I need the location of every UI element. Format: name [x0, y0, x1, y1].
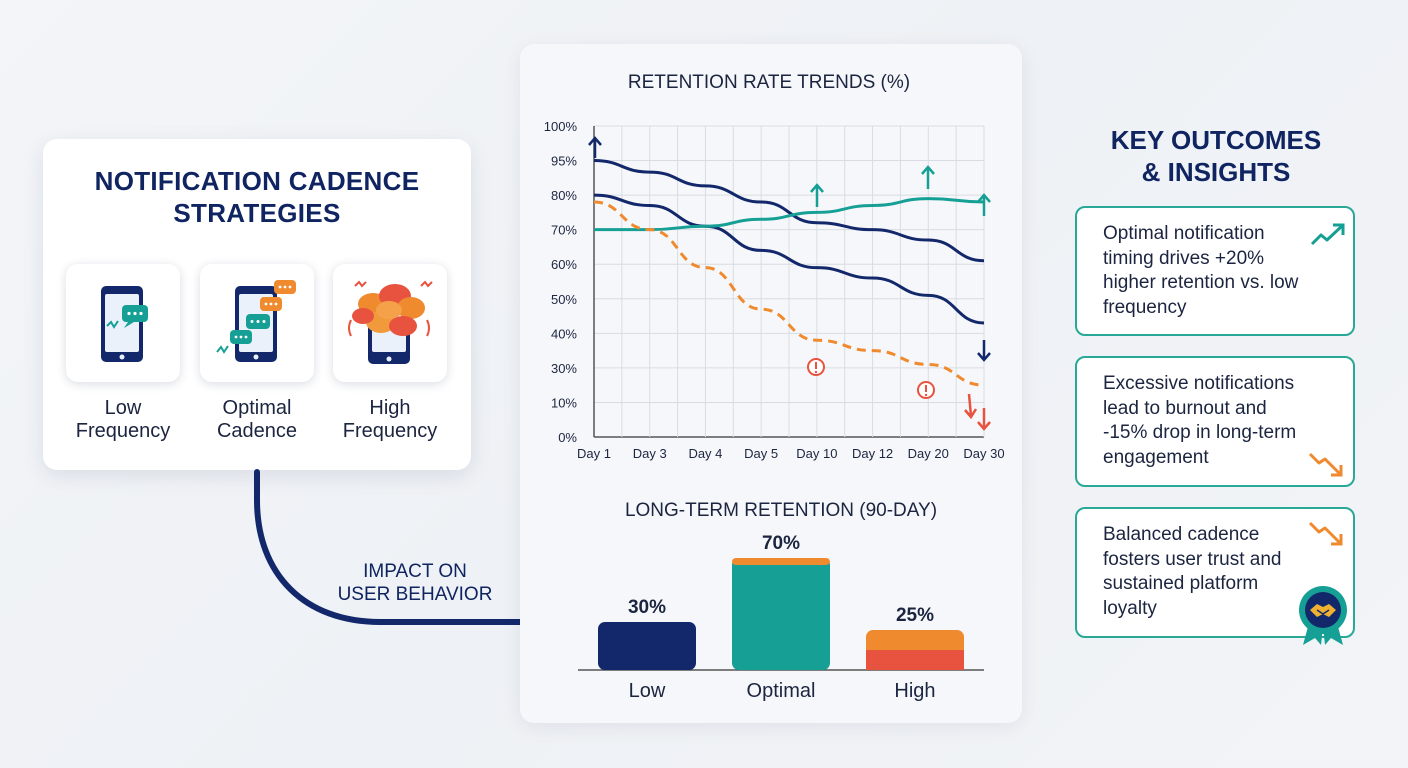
outcomes-title: KEY OUTCOMES & INSIGHTS — [1110, 125, 1322, 187]
tile-high-frequency — [333, 264, 447, 382]
x-tick-label: Day 3 — [633, 446, 667, 461]
y-tick-label: 80% — [551, 188, 577, 203]
phone-few-messages-icon — [101, 286, 148, 362]
tile-label-high-frequency: High Frequency — [342, 397, 438, 442]
bar-low — [598, 622, 696, 670]
insight-text: Balanced cadence fosters user trust and … — [1103, 524, 1282, 619]
bar-accent — [866, 650, 964, 670]
trend-up-arrow-icon — [588, 136, 602, 158]
trend-up-arrow-icon — [810, 183, 824, 207]
line-chart-series — [593, 159, 985, 387]
strategies-card: NOTIFICATION CADENCE STRATEGIES Low Freque… — [43, 139, 471, 470]
y-tick-label: 0% — [558, 430, 577, 445]
handshake-badge-icon — [1299, 586, 1347, 645]
x-tick-label: Day 5 — [744, 446, 778, 461]
line-series-1 — [593, 159, 985, 263]
trend-up-arrow-icon — [977, 193, 991, 216]
warning-icon — [917, 381, 935, 399]
insight-text: Optimal notification timing drives +20% … — [1103, 223, 1299, 318]
line-series-3 — [594, 197, 985, 232]
x-tick-label: Day 4 — [688, 446, 722, 461]
line-chart-grid — [593, 125, 985, 438]
impact-label: IMPACT ON USER BEHAVIOR — [337, 561, 493, 605]
insight-card-burnout: Excessive notifications lead to burnout … — [1075, 356, 1355, 487]
x-tick-label: Day 10 — [796, 446, 837, 461]
x-tick-label: Day 1 — [577, 446, 611, 461]
x-tick-label: Day 30 — [963, 446, 1004, 461]
line-chart-title: RETENTION RATE TRENDS (%) — [628, 72, 910, 93]
bar-accent — [732, 558, 830, 565]
tile-low-frequency — [66, 264, 180, 382]
line-chart-annotations — [588, 136, 991, 431]
x-tick-label: Day 12 — [852, 446, 893, 461]
bar-chart-title: LONG-TERM RETENTION (90-DAY) — [625, 500, 937, 521]
line-series-2 — [593, 193, 985, 325]
tile-optimal-cadence — [200, 264, 314, 382]
bar-value-label: 25% — [896, 605, 934, 626]
trend-down-arrow-icon — [977, 340, 991, 362]
x-tick-label: Day 20 — [908, 446, 949, 461]
trend-down-small-icon — [1308, 521, 1343, 546]
line-chart-x-ticks: Day 1 Day 3 Day 4 Day 5 Day 10 Day 12 Day 20 Da… — [577, 446, 1005, 461]
insight-card-retention: Optimal notification timing drives +20% … — [1075, 206, 1355, 336]
phone-message-overload-icon — [348, 280, 433, 364]
phone-balanced-messages-icon — [216, 280, 296, 362]
bar-category-label: High — [894, 680, 935, 702]
line-chart-y-ticks: 0% 10% 30% 40% 50% 60% 70% 80% 95% 100% — [544, 119, 578, 445]
bar-value-label: 30% — [628, 597, 666, 618]
y-tick-label: 40% — [551, 326, 577, 341]
y-tick-label: 10% — [551, 395, 577, 410]
bar-category-label: Low — [629, 680, 666, 702]
trend-down-arrow-icon — [977, 408, 991, 431]
charts-svg: RETENTION RATE TRENDS (%) 0% 10% 30% 40% 50%… — [544, 72, 1005, 702]
bar-category-label: Optimal — [747, 680, 816, 702]
y-tick-label: 60% — [551, 257, 577, 272]
tile-label-optimal-cadence: Optimal Cadence — [216, 397, 298, 442]
trend-down-arrow-icon — [964, 393, 978, 420]
trend-up-arrow-icon — [921, 165, 935, 189]
bar-value-label: 70% — [762, 533, 800, 554]
y-tick-label: 70% — [551, 223, 577, 238]
insight-card-loyalty: Balanced cadence fosters user trust and … — [1075, 507, 1355, 645]
bar-optimal — [732, 558, 830, 670]
bar-chart-bars: 30% Low 70% Optimal 25% High — [598, 533, 964, 702]
trend-up-icon — [1310, 223, 1345, 246]
line-series-4 — [593, 200, 985, 387]
trend-down-icon — [1308, 452, 1343, 477]
y-tick-label: 95% — [551, 154, 577, 169]
y-tick-label: 50% — [551, 292, 577, 307]
tile-label-low-frequency: Low Frequency — [75, 397, 171, 442]
chart-panel: RETENTION RATE TRENDS (%) 0% 10% 30% 40% 50%… — [520, 44, 1022, 723]
warning-icon — [807, 358, 825, 376]
y-tick-label: 100% — [544, 119, 578, 134]
insight-text: Excessive notifications lead to burnout … — [1103, 373, 1297, 468]
y-tick-label: 30% — [551, 361, 577, 376]
strategies-title: NOTIFICATION CADENCE STRATEGIES — [94, 166, 420, 228]
